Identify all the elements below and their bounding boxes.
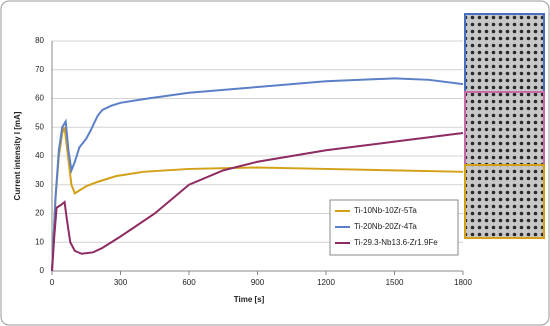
sem-image	[464, 13, 545, 93]
x-tick-label: 1500	[386, 278, 404, 287]
x-axis-label: Time [s]	[234, 295, 265, 304]
series-line	[51, 132, 464, 272]
y-tick-label: 30	[35, 180, 44, 189]
sem-images	[464, 13, 545, 239]
y-tick-label: 70	[35, 65, 44, 74]
x-tick-label: 600	[182, 278, 196, 287]
legend-label: Ti-29.3-Nb13.6-Zr1.9Fe	[354, 238, 438, 247]
y-tick-label: 50	[35, 122, 44, 131]
y-tick-label: 40	[35, 151, 44, 160]
y-tick-label: 0	[40, 266, 45, 275]
legend-box	[329, 199, 459, 256]
y-axis-label: Current intensity I [mA]	[13, 111, 22, 200]
x-tick-label: 300	[114, 278, 128, 287]
series-line	[51, 77, 464, 272]
x-tick-label: 1200	[317, 278, 335, 287]
y-tick-label: 20	[35, 209, 44, 218]
legend-label: Ti-10Nb-10Zr-5Ta	[354, 206, 417, 215]
x-tick-label: 900	[251, 278, 265, 287]
y-tick-label: 80	[35, 36, 44, 45]
y-tick-label: 60	[35, 94, 44, 103]
legend-label: Ti-20Nb-20Zr-4Ta	[354, 222, 417, 231]
x-tick-label: 0	[50, 278, 55, 287]
x-tick-label: 1800	[454, 278, 472, 287]
sem-image	[464, 164, 545, 239]
legend: Ti-10Nb-10Zr-5Ta Ti-20Nb-20Zr-4Ta Ti-29.3-…	[329, 199, 459, 256]
y-tick-label: 10	[35, 237, 44, 246]
sem-image	[464, 91, 545, 166]
